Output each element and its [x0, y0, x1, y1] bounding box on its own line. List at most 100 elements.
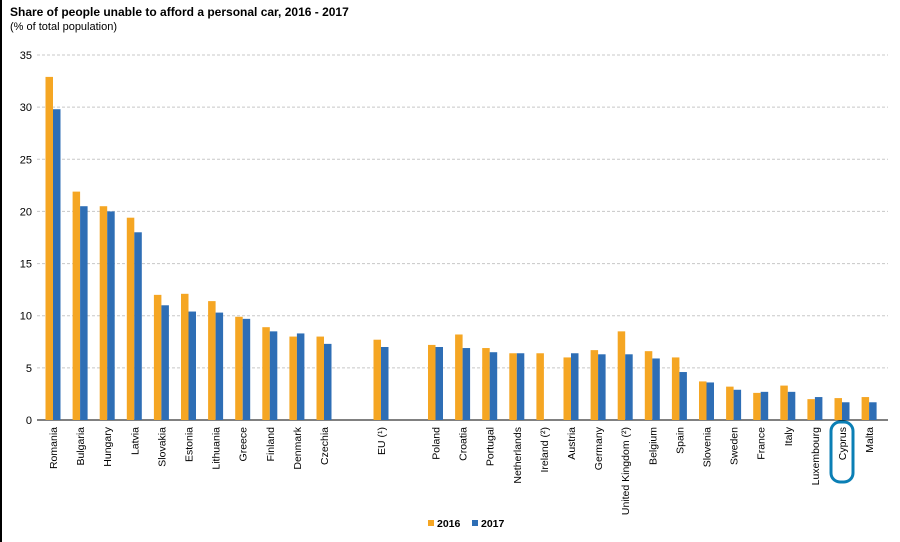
- y-tick-label: 30: [20, 102, 32, 114]
- bar-2016: [780, 385, 788, 420]
- x-tick-label: Slovakia: [156, 427, 168, 467]
- bar-2017: [435, 347, 443, 420]
- y-tick-label: 0: [26, 415, 32, 427]
- bar-2017: [296, 333, 305, 420]
- legend-swatch: [428, 520, 434, 526]
- bar-2016: [289, 336, 297, 420]
- x-tick-label: Poland: [431, 427, 443, 460]
- bar-2017: [489, 352, 498, 420]
- x-tick-label: Bulgaria: [75, 427, 87, 466]
- y-tick-label: 10: [20, 311, 32, 323]
- bar-2016: [316, 336, 324, 420]
- y-tick-label: 25: [20, 154, 32, 166]
- bar-2016: [373, 339, 381, 420]
- bar-2016: [753, 392, 761, 420]
- bar-2016: [455, 334, 463, 420]
- x-tick-label: Lithuania: [211, 427, 223, 470]
- bar-2017: [269, 331, 278, 420]
- bar-2017: [869, 402, 877, 420]
- bar-2016: [807, 399, 815, 420]
- bar-2016: [235, 316, 243, 420]
- chart-title: Share of people unable to afford a perso…: [10, 5, 349, 19]
- bar-2016: [99, 206, 108, 420]
- bar-2017: [516, 353, 525, 420]
- bar-2017: [814, 397, 823, 420]
- x-tick-label: Portugal: [485, 427, 497, 466]
- bar-2017: [625, 354, 633, 420]
- x-tick-label: Cyprus: [837, 427, 849, 460]
- x-tick-label: Germany: [593, 426, 605, 470]
- bar-2017: [652, 358, 660, 420]
- x-tick-label: Sweden: [729, 427, 741, 465]
- legend-label: 2016: [437, 518, 461, 530]
- bar-2016: [45, 76, 53, 421]
- bar-2016: [726, 386, 734, 420]
- x-tick-label: Greece: [238, 427, 250, 462]
- bar-2017: [679, 372, 687, 420]
- chart-subtitle: (% of total population): [10, 21, 118, 33]
- x-tick-label: Slovenia: [702, 427, 714, 467]
- y-tick-label: 5: [26, 363, 32, 375]
- x-tick-label: Estonia: [184, 427, 196, 462]
- x-tick-label: Ireland (²): [539, 427, 551, 473]
- bar-2016: [482, 348, 490, 420]
- bar-2016: [262, 327, 270, 420]
- bar-2017: [161, 305, 169, 420]
- bar-2016: [834, 398, 842, 420]
- x-tick-label: Belgium: [647, 427, 659, 465]
- x-tick-label: Finland: [265, 427, 277, 462]
- bar-2016: [536, 353, 544, 420]
- bar-2016: [563, 357, 571, 420]
- bar-2017: [706, 382, 714, 420]
- x-tick-label: Luxembourg: [810, 427, 822, 486]
- bar-2017: [381, 347, 389, 420]
- highlight-ring: [829, 420, 855, 484]
- bar-2017: [53, 109, 61, 420]
- x-tick-label: Austria: [566, 427, 578, 460]
- x-tick-label: Spain: [674, 427, 686, 454]
- bar-2016: [617, 331, 626, 420]
- bar-2016: [671, 357, 680, 420]
- y-tick-label: 35: [20, 50, 32, 62]
- bar-2016: [428, 344, 436, 420]
- x-tick-label: Latvia: [129, 427, 141, 455]
- bar-2017: [242, 318, 251, 420]
- y-tick-label: 20: [20, 206, 32, 218]
- bar-2016: [153, 294, 162, 420]
- bar-2017: [760, 391, 769, 420]
- x-tick-label: Hungary: [102, 426, 114, 466]
- x-tick-label: Czechia: [319, 427, 331, 465]
- bar-2017: [80, 206, 88, 420]
- x-tick-label: Romania: [48, 427, 60, 469]
- legend-label: 2017: [481, 518, 505, 530]
- bar-2016: [208, 301, 216, 420]
- x-tick-label: Croatia: [458, 427, 470, 461]
- x-tick-label: Italy: [783, 426, 795, 446]
- x-tick-label: Netherlands: [512, 427, 524, 484]
- y-tick-label: 15: [20, 259, 32, 271]
- x-tick-label: United Kingdom (²): [620, 427, 632, 515]
- bar-2017: [324, 343, 332, 420]
- bar-2016: [861, 397, 870, 420]
- bar-2017: [787, 391, 796, 420]
- bar-2017: [134, 232, 142, 420]
- bar-2016: [181, 293, 189, 420]
- bar-2017: [733, 389, 742, 420]
- bar-2017: [188, 311, 196, 420]
- bar-2016: [72, 191, 81, 420]
- left-border: [0, 0, 2, 542]
- bar-2016: [699, 381, 707, 420]
- bar-2017: [571, 353, 579, 420]
- x-tick-label: EU (¹): [376, 427, 388, 455]
- bar-2017: [215, 312, 224, 420]
- bar-2016: [126, 217, 135, 420]
- bar-2017: [842, 402, 850, 420]
- bar-2016: [509, 353, 517, 420]
- bar-2016: [644, 351, 653, 420]
- x-tick-label: France: [756, 427, 768, 460]
- bar-2017: [598, 354, 606, 420]
- x-tick-label: Malta: [864, 427, 876, 453]
- bar-2017: [462, 348, 471, 420]
- bar-2017: [107, 211, 115, 420]
